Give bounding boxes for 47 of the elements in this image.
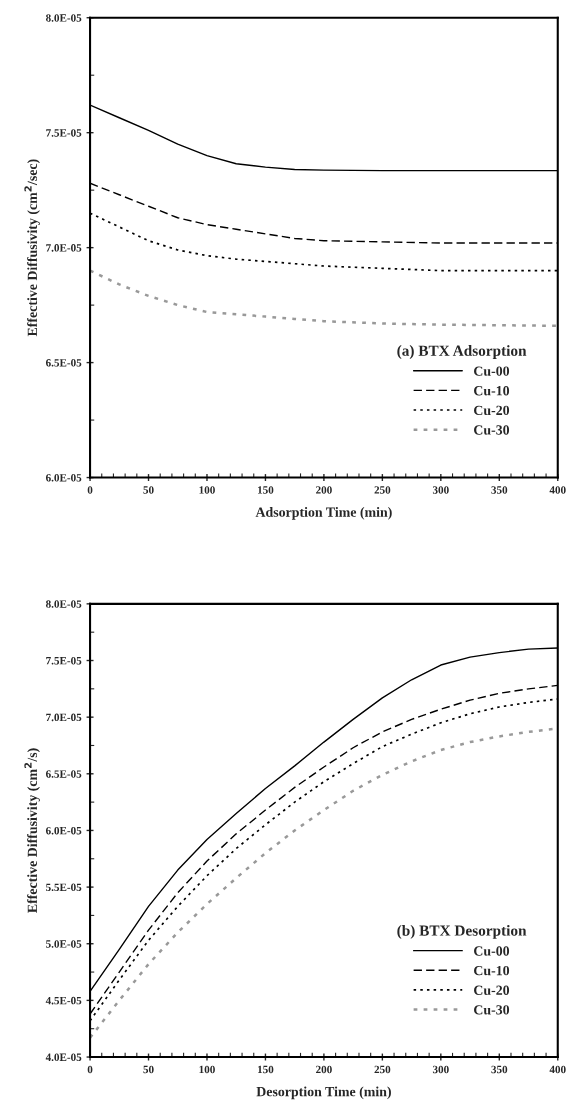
y-tick-label: 8.0E-05 bbox=[45, 14, 82, 22]
legend-label: Cu-10 bbox=[474, 386, 510, 396]
x-tick-label: 300 bbox=[432, 486, 449, 494]
y-tick-label: 4.0E-05 bbox=[45, 1053, 82, 1062]
x-tick-label: 400 bbox=[549, 1065, 566, 1074]
y-tick-label: 5.0E-05 bbox=[46, 940, 82, 948]
legend-label: Cu-00 bbox=[474, 366, 510, 376]
x-tick-label: 0 bbox=[87, 486, 93, 494]
x-tick-label: 50 bbox=[143, 486, 154, 494]
y-tick-label: 7.0E-05 bbox=[46, 244, 82, 252]
legend-label: Cu-00 bbox=[474, 946, 510, 956]
x-tick-label: 100 bbox=[199, 1065, 215, 1074]
line-series bbox=[90, 269, 558, 328]
legend-title: (a) BTX Adsorption bbox=[397, 345, 527, 359]
x-tick-label: 150 bbox=[258, 1065, 274, 1074]
y-tick-label: 7.5E-05 bbox=[46, 656, 82, 665]
x-tick-label: 350 bbox=[491, 1065, 508, 1074]
y-tick-label: 4.5E-05 bbox=[45, 996, 82, 1005]
y-tick-label: 6.5E-05 bbox=[45, 359, 82, 367]
legend-label: Cu-30 bbox=[474, 425, 510, 435]
x-tick-label: 100 bbox=[199, 486, 215, 494]
x-tick-label: 250 bbox=[374, 1065, 391, 1074]
y-tick-label: 5.5E-05 bbox=[46, 883, 82, 892]
y-tick-label: 7.0E-05 bbox=[46, 713, 82, 722]
x-tick-label: 350 bbox=[491, 486, 508, 494]
x-axis-title: Desorption Time (min) bbox=[256, 1086, 391, 1100]
legend-label: Cu-10 bbox=[474, 965, 510, 976]
legend-label: Cu-20 bbox=[474, 405, 510, 416]
y-tick-label: 6.0E-05 bbox=[45, 474, 82, 482]
x-tick-label: 0 bbox=[87, 1065, 93, 1074]
x-tick-label: 200 bbox=[316, 1065, 332, 1074]
x-tick-label: 300 bbox=[432, 1065, 449, 1074]
y-tick-label: 8.0E-05 bbox=[45, 600, 82, 608]
legend-label: Cu-20 bbox=[474, 985, 510, 995]
x-tick-label: 400 bbox=[549, 486, 566, 494]
x-tick-label: 150 bbox=[258, 486, 274, 494]
y-axis-title: Effective Diffusivity (cm$^{2}$/sec) bbox=[24, 159, 40, 337]
x-tick-label: 200 bbox=[316, 486, 332, 494]
x-tick-label: 50 bbox=[143, 1065, 154, 1074]
x-axis-title: Adsorption Time (min) bbox=[255, 507, 392, 520]
legend-title: (b) BTX Desorption bbox=[397, 924, 527, 939]
legend-label: Cu-30 bbox=[474, 1005, 510, 1015]
y-tick-label: 6.5E-05 bbox=[45, 770, 82, 778]
x-tick-label: 250 bbox=[374, 486, 391, 494]
y-tick-label: 6.0E-05 bbox=[45, 826, 82, 835]
y-axis-title: Effective Diffusivity (cm$^{2}$/s) bbox=[24, 748, 40, 913]
y-tick-label: 7.5E-05 bbox=[46, 129, 82, 137]
